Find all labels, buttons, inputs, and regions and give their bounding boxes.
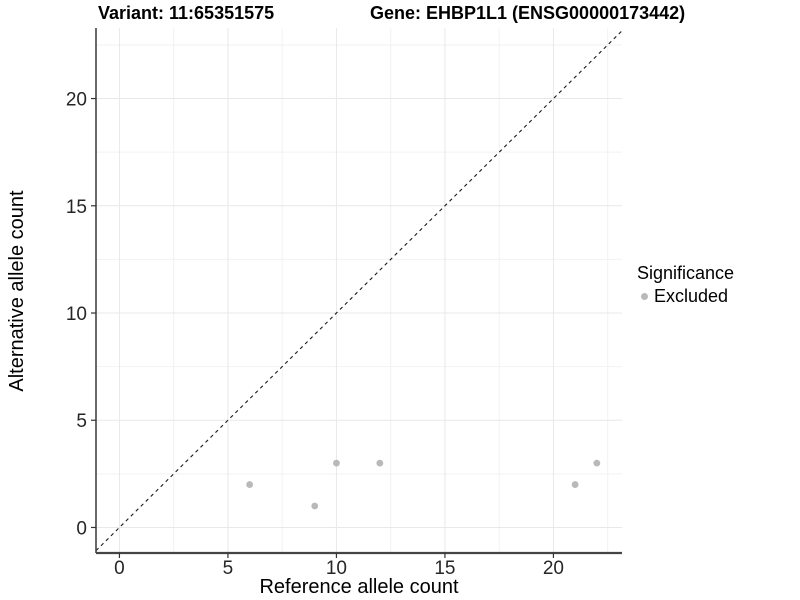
variant-title: Variant: 11:65351575 — [98, 3, 275, 23]
x-tick-label: 20 — [543, 558, 564, 579]
legend-item-excluded: Excluded — [637, 285, 734, 307]
data-point — [593, 459, 601, 467]
y-tick-label: 15 — [66, 197, 87, 218]
excluded-marker-icon — [640, 292, 648, 300]
data-point — [311, 502, 319, 510]
legend-key — [637, 289, 651, 303]
legend-title: Significance — [637, 263, 735, 283]
legend-item-label: Excluded — [654, 286, 729, 306]
gene-title: Gene: EHBP1L1 (ENSG00000173442) — [370, 3, 686, 23]
data-point — [246, 481, 254, 488]
y-axis-title: Alternative allele count — [6, 190, 28, 392]
x-tick-label: 10 — [326, 558, 347, 579]
data-point — [571, 481, 579, 488]
y-tick-label: 5 — [76, 411, 87, 432]
x-tick-label: 0 — [114, 558, 125, 579]
x-tick-label: 15 — [434, 558, 455, 579]
y-tick-label: 10 — [66, 304, 87, 325]
x-tick-label: 5 — [223, 558, 234, 579]
y-tick-label: 20 — [66, 90, 87, 111]
y-tick-label: 0 — [76, 518, 87, 539]
identity-line — [95, 30, 623, 552]
legend: Significance Excluded — [637, 261, 734, 307]
data-point — [333, 459, 340, 467]
data-point — [376, 459, 384, 467]
x-axis-title: Reference allele count — [259, 576, 459, 598]
